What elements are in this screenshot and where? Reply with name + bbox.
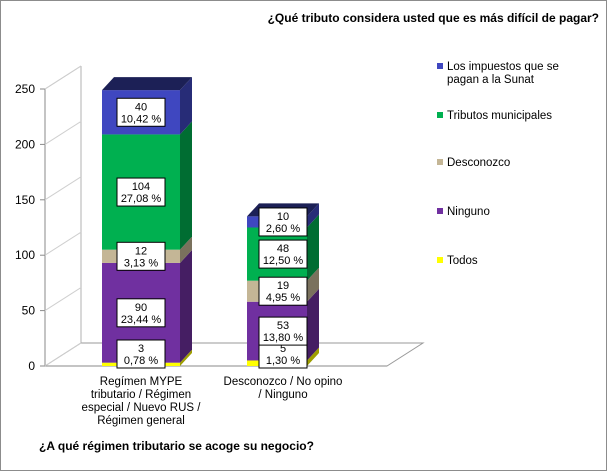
bar-segment-side xyxy=(180,236,192,263)
legend-label: Tributos municipales xyxy=(447,110,552,122)
x-tick-label: Desconozco / No opino xyxy=(224,376,343,388)
bar-segment-side xyxy=(307,203,319,228)
legend-swatch xyxy=(437,208,443,214)
data-label-box xyxy=(116,177,166,207)
data-label-percent: 0,78 % xyxy=(124,355,158,367)
bar-segment-side xyxy=(180,349,192,366)
data-label-box xyxy=(258,316,308,346)
legend-label: Ninguno xyxy=(447,206,490,218)
legend-swatch xyxy=(437,159,443,165)
data-label-box xyxy=(258,239,308,269)
data-label-percent: 4,95 % xyxy=(266,292,300,304)
data-label-count: 48 xyxy=(277,243,289,255)
legend-swatch xyxy=(437,257,443,263)
data-label-percent: 13,80 % xyxy=(263,332,304,344)
y-tick-label: 150 xyxy=(15,193,35,207)
y-wall-guide xyxy=(44,231,82,256)
y-tick-label: 100 xyxy=(15,248,35,262)
legend-label: Desconozco xyxy=(447,157,510,169)
data-label-count: 5 xyxy=(280,343,286,355)
bar-segment-top xyxy=(102,77,192,91)
plot-floor xyxy=(43,342,425,367)
y-tick-label: 50 xyxy=(22,304,36,318)
x-tick-label: Regímen MYPE xyxy=(100,376,183,388)
data-label-count: 19 xyxy=(277,280,289,292)
legend-label: Los impuestos que se xyxy=(447,61,559,73)
data-label-count: 3 xyxy=(138,343,144,355)
chart-title: ¿Qué tributo considera usted que es más … xyxy=(268,11,599,25)
bar-segment-side xyxy=(180,77,192,135)
data-label-count: 40 xyxy=(135,101,147,113)
x-tick-label: especial / Nuevo RUS / xyxy=(82,402,202,414)
data-label-percent: 12,50 % xyxy=(263,255,304,267)
data-label-percent: 27,08 % xyxy=(121,193,162,205)
data-label-box xyxy=(116,241,166,271)
data-label-count: 12 xyxy=(135,245,147,257)
x-axis-title: ¿A qué régimen tributario se acoge su ne… xyxy=(39,439,314,453)
data-label-box xyxy=(116,339,166,369)
data-label-count: 10 xyxy=(277,211,289,223)
data-label-count: 53 xyxy=(277,320,289,332)
data-label-percent: 23,44 % xyxy=(121,314,162,326)
data-label-box xyxy=(258,207,308,237)
data-label-box xyxy=(116,298,166,328)
data-label-percent: 1,30 % xyxy=(266,355,300,367)
data-label-percent: 3,13 % xyxy=(124,257,158,269)
legend-swatch xyxy=(437,112,443,118)
legend-swatch xyxy=(437,63,443,69)
x-tick-label: tributario / Régimen xyxy=(91,389,191,401)
y-wall-guide xyxy=(44,120,82,145)
y-tick-label: 200 xyxy=(15,137,35,151)
bar-segment-side xyxy=(307,347,319,366)
bar-segment-side xyxy=(307,288,319,361)
x-tick-label: / Ninguno xyxy=(258,389,307,401)
bar-segment-side xyxy=(180,249,192,363)
y-wall-guide xyxy=(44,287,82,312)
y-tick-label: 0 xyxy=(28,359,35,373)
x-tick-label: Régimen general xyxy=(97,415,185,427)
data-label-percent: 2,60 % xyxy=(266,223,300,235)
data-label-percent: 10,42 % xyxy=(121,113,162,125)
data-label-count: 104 xyxy=(132,181,150,193)
bar-segment-side xyxy=(307,214,319,281)
y-wall-guide xyxy=(44,65,82,90)
y-wall-guide xyxy=(44,176,82,201)
data-label-box xyxy=(116,97,166,127)
data-label-count: 90 xyxy=(135,302,147,314)
legend-label: pagan a la Sunat xyxy=(447,74,535,86)
bar-segment-side xyxy=(307,267,319,302)
y-wall-guide xyxy=(44,342,82,367)
y-tick-label: 250 xyxy=(15,82,35,96)
legend-label: Todos xyxy=(447,255,478,267)
data-label-box xyxy=(258,276,308,306)
bar-segment-side xyxy=(180,121,192,250)
